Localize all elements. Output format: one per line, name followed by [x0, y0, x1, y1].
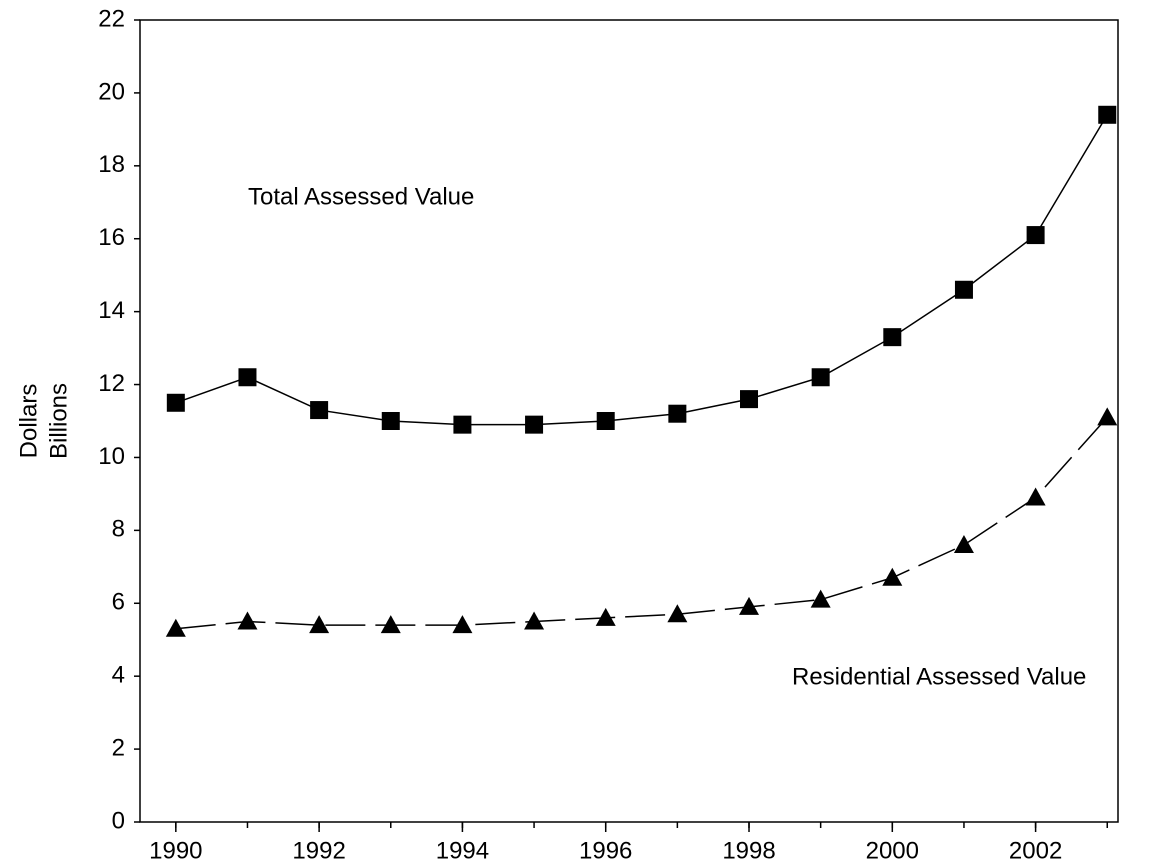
- marker: [381, 412, 400, 430]
- y-tick-label: 0: [112, 807, 125, 834]
- marker: [166, 393, 185, 412]
- series-line: [175, 416, 1108, 630]
- marker: [238, 368, 257, 387]
- y-tick-label: 18: [98, 151, 125, 178]
- x-tick-label: 1994: [436, 837, 489, 864]
- marker: [452, 615, 473, 634]
- marker: [953, 534, 974, 553]
- marker: [237, 611, 258, 630]
- plot-frame: [139, 19, 1119, 823]
- y-tick-label: 14: [98, 297, 125, 324]
- x-tick-label: 1998: [722, 837, 775, 864]
- marker: [525, 415, 544, 434]
- marker: [954, 280, 973, 299]
- annotation: Total Assessed Value: [248, 183, 474, 210]
- y-tick-label: 12: [98, 370, 125, 397]
- annotation: Residential Assessed Value: [792, 663, 1086, 690]
- marker: [811, 368, 830, 387]
- marker: [1026, 226, 1045, 245]
- marker: [596, 412, 615, 430]
- x-tick-label: 1990: [149, 837, 202, 864]
- marker: [883, 328, 902, 347]
- x-tick-label: 2000: [866, 837, 919, 864]
- y-tick-label: 8: [112, 516, 125, 543]
- marker: [810, 589, 831, 608]
- marker: [453, 415, 472, 434]
- series-line: [175, 114, 1108, 426]
- marker: [667, 604, 688, 623]
- y-tick-label: 6: [112, 589, 125, 616]
- y-tick-label: 10: [98, 443, 125, 470]
- y-tick-label: 22: [98, 5, 125, 32]
- marker: [739, 596, 760, 615]
- y-axis-label: Billions: [45, 383, 72, 459]
- marker: [882, 567, 903, 586]
- marker: [1097, 407, 1118, 426]
- marker: [165, 618, 186, 637]
- y-tick-label: 2: [112, 734, 125, 761]
- y-tick-label: 4: [112, 662, 125, 689]
- marker: [309, 615, 330, 634]
- y-tick-label: 16: [98, 224, 125, 251]
- marker: [740, 390, 759, 409]
- x-tick-label: 1996: [579, 837, 632, 864]
- marker: [380, 615, 401, 634]
- marker: [1025, 487, 1046, 506]
- marker: [595, 607, 616, 626]
- marker: [1098, 105, 1117, 124]
- marker: [310, 401, 329, 420]
- marker: [668, 404, 687, 423]
- x-tick-label: 1992: [292, 837, 345, 864]
- marker: [524, 611, 545, 630]
- x-tick-label: 2002: [1009, 837, 1062, 864]
- y-axis-label: Dollars: [15, 384, 42, 459]
- y-tick-label: 20: [98, 78, 125, 105]
